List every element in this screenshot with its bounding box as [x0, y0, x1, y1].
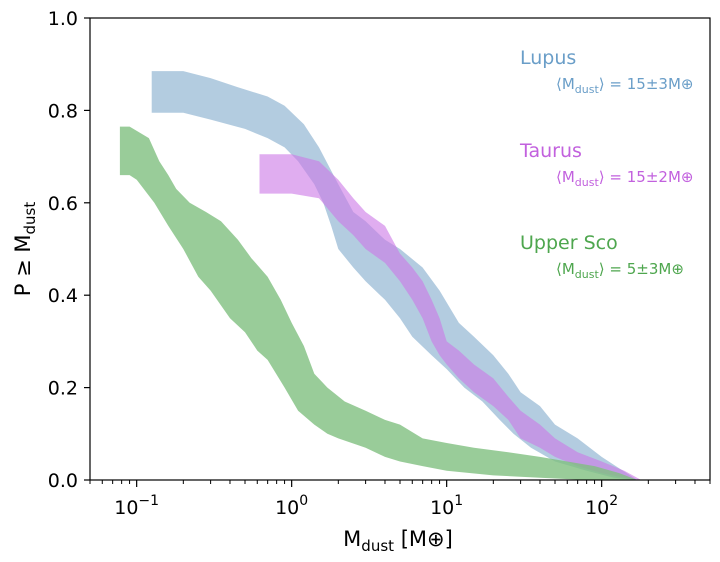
series-band-upper-sco [119, 126, 638, 480]
series-name-lupus: Lupus [520, 47, 576, 69]
series-mean-upper-sco: ⟨Mdust⟩ = 5±3M⊕ [556, 260, 684, 281]
series-labels: Lupus ⟨Mdust⟩ = 15±3M⊕ Taurus ⟨Mdust⟩ = 15±… [519, 47, 693, 281]
series-mean-lupus: ⟨Mdust⟩ = 15±3M⊕ [556, 75, 693, 96]
y-tick-label: 0.2 [48, 378, 78, 400]
series-name-upper-sco: Upper Sco [520, 232, 618, 254]
series-band-lupus [151, 71, 638, 480]
series-band-taurus [259, 154, 642, 481]
series-name-taurus: Taurus [519, 140, 582, 162]
y-tick-label: 1.0 [48, 8, 78, 30]
y-axis-title: P ≥ Mdust [11, 202, 39, 297]
y-tick-label: 0.4 [48, 285, 78, 307]
x-tick-label: 10−1 [114, 493, 159, 519]
x-tick-label: 102 [585, 493, 618, 519]
axes: 0.0 0.2 0.4 0.6 0.8 1.0 10−1 100 101 102 Mdust [M⊕… [11, 8, 711, 555]
y-tick-label: 0.6 [48, 193, 78, 215]
series-mean-taurus: ⟨Mdust⟩ = 15±2M⊕ [556, 168, 693, 189]
x-tick-label: 101 [430, 493, 463, 519]
x-axis-title: Mdust [M⊕] [343, 527, 453, 555]
y-tick-label: 0.8 [48, 100, 78, 122]
x-tick-label: 100 [275, 493, 308, 519]
series-bands [119, 71, 642, 481]
y-tick-label: 0.0 [48, 470, 78, 492]
